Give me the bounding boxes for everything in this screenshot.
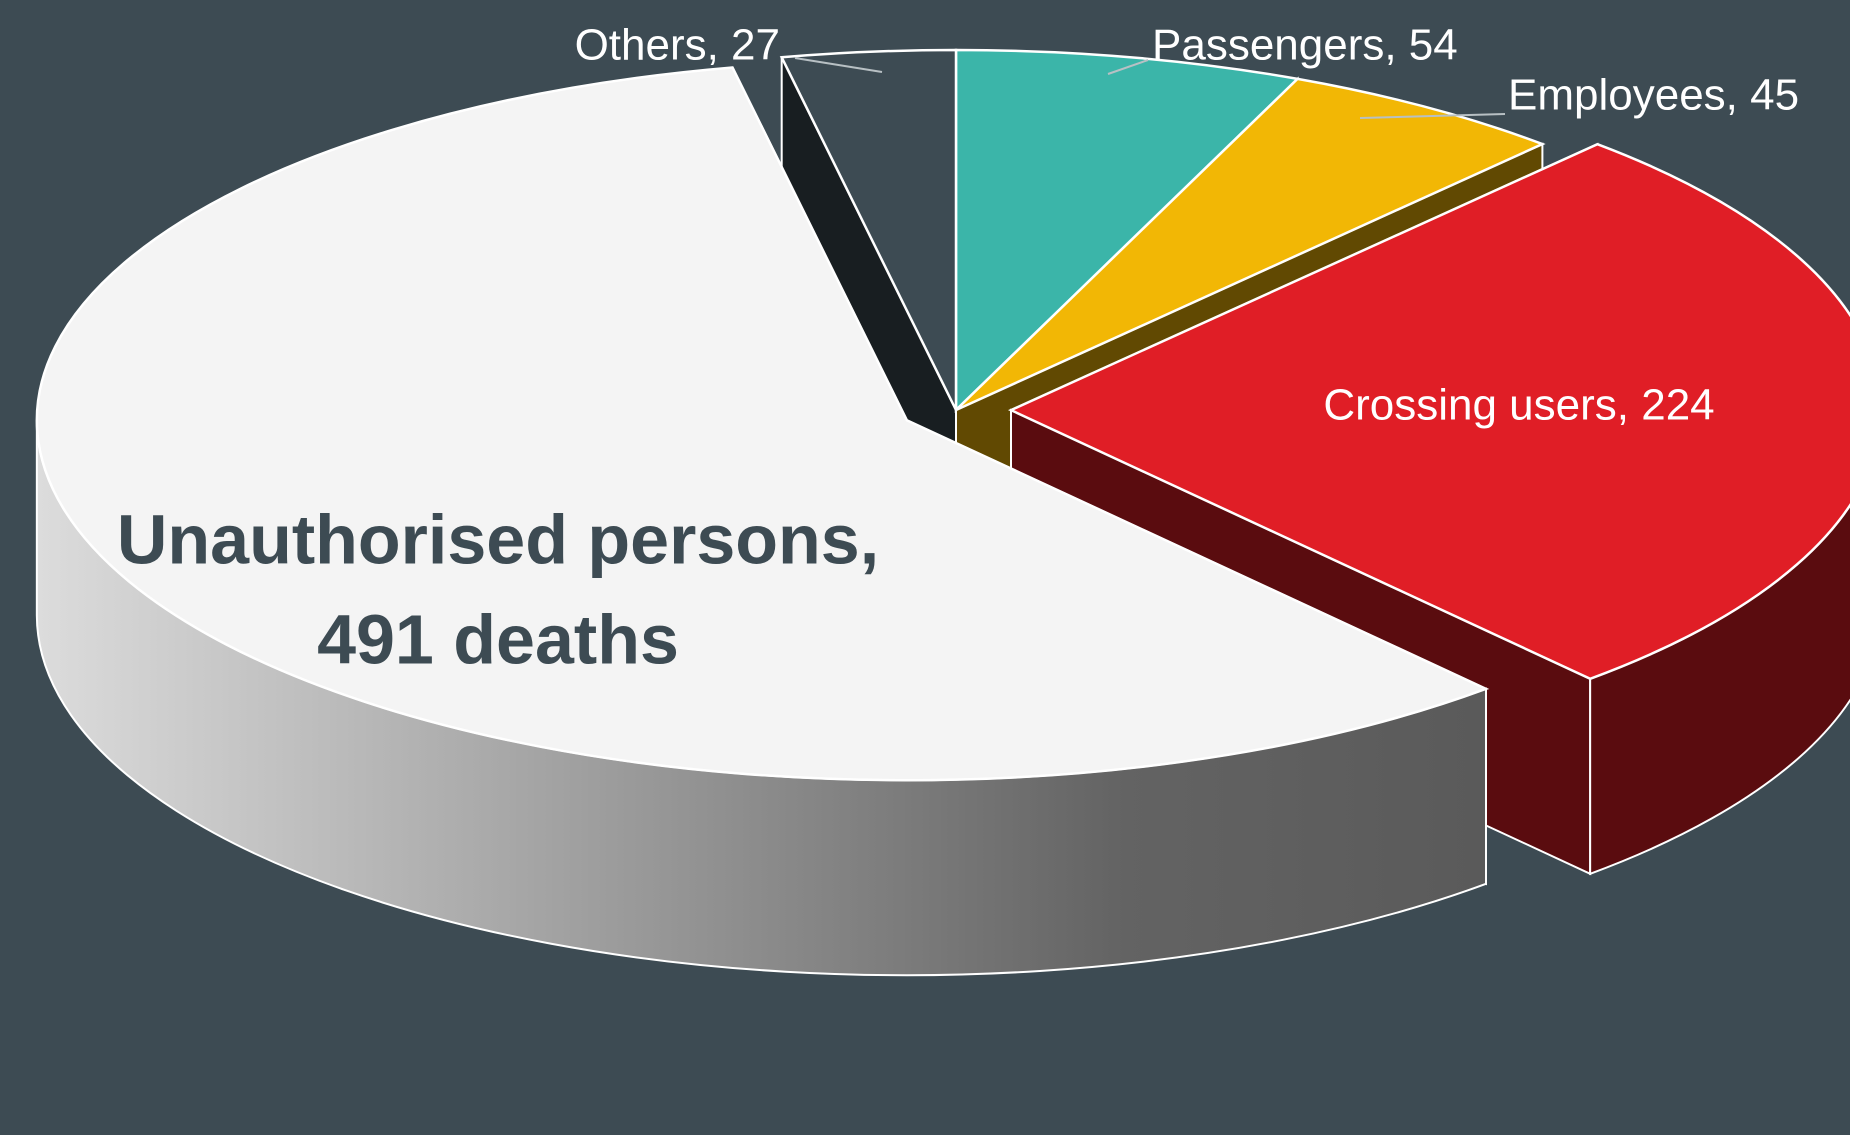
slice	[955, 77, 1546, 412]
leader-line	[1359, 113, 1506, 119]
slice	[954, 48, 1301, 413]
slice	[779, 48, 958, 411]
labels: Passengers, 54 Employees, 45 Crossing user…	[117, 21, 1799, 679]
data-label: Passengers, 54	[1152, 21, 1458, 70]
data-label: Crossing users, 224	[1323, 381, 1714, 430]
slice	[35, 66, 1490, 782]
data-label: 491 deaths	[317, 600, 679, 678]
leader-line	[1107, 59, 1149, 75]
data-label: Others, 27	[575, 21, 780, 70]
leader-line	[794, 57, 883, 73]
slice	[1008, 142, 1850, 681]
pie-tops	[35, 48, 1850, 782]
data-label: Employees, 45	[1508, 71, 1799, 120]
data-label: Unauthorised persons,	[117, 500, 879, 578]
